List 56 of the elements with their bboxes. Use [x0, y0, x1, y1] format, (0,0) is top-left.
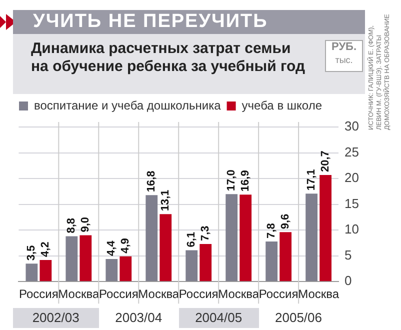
bar: [106, 258, 118, 282]
y-tick-label: 5: [344, 247, 352, 262]
y-tick-label: 10: [344, 222, 360, 237]
y-tick-label: 30: [344, 118, 360, 134]
bar: [160, 214, 172, 282]
y-tick-label: 15: [344, 196, 360, 211]
bar: [240, 194, 252, 282]
data-label: 4,2: [40, 242, 52, 257]
text: 2005/06: [258, 308, 338, 328]
bar: [40, 260, 52, 282]
bar: [186, 250, 198, 282]
data-label: 7,8: [266, 223, 278, 238]
y-tick-label: 0: [344, 273, 352, 288]
data-label: 8,8: [66, 218, 78, 234]
bar: [306, 194, 318, 282]
data-label: 20,7: [320, 150, 332, 172]
x-tick-label: Россия: [178, 287, 218, 302]
bar: [200, 244, 212, 282]
y-tick-label: 25: [344, 144, 360, 160]
data-label: 17,0: [226, 170, 238, 192]
data-label: 7,3: [200, 226, 212, 242]
bar: [26, 264, 38, 282]
bar: [80, 235, 92, 282]
bar: [266, 241, 278, 282]
text: 2003/04: [98, 308, 179, 328]
y-tick-label: 20: [344, 170, 360, 186]
data-label: 6,1: [186, 232, 198, 248]
data-label: 13,1: [160, 190, 172, 212]
data-label: 3,5: [26, 245, 38, 261]
bar: [146, 195, 158, 282]
legend-label: учеба в школе: [242, 98, 322, 112]
bar: [66, 236, 78, 282]
x-tick-label: Россия: [18, 287, 58, 302]
data-label: 9,0: [80, 216, 92, 232]
chart-subtitle: Динамика расчетных затрат семьи на обучение ребенка за учебный год: [31, 40, 306, 76]
data-label: 17,1: [306, 169, 318, 191]
data-label: 4,4: [106, 240, 118, 256]
bar: [280, 232, 292, 282]
data-label: 16,8: [146, 170, 158, 192]
y-axis-title: РУБ. тыс.: [325, 40, 363, 72]
x-tick-label: Москва: [298, 287, 340, 302]
legend-label: воспитание и учеба дошкольника: [34, 98, 222, 112]
x-tick-label: Россия: [258, 287, 298, 302]
x-tick-label: Москва: [138, 287, 180, 302]
data-label: 9,6: [280, 214, 292, 230]
x-tick-label: Москва: [218, 287, 260, 302]
data-label: 16,9: [240, 170, 252, 192]
bar: [120, 256, 132, 282]
x-tick-label: Россия: [98, 287, 138, 302]
bar: [320, 175, 332, 282]
text: 2004/05: [178, 308, 259, 328]
chart-title: УЧИТЬ НЕ ПЕРЕУЧИТЬ: [13, 10, 365, 34]
bar: [226, 194, 238, 282]
x-tick-label: Москва: [58, 287, 100, 302]
data-label: 4,9: [120, 238, 132, 254]
text: 2002/03: [13, 308, 99, 328]
